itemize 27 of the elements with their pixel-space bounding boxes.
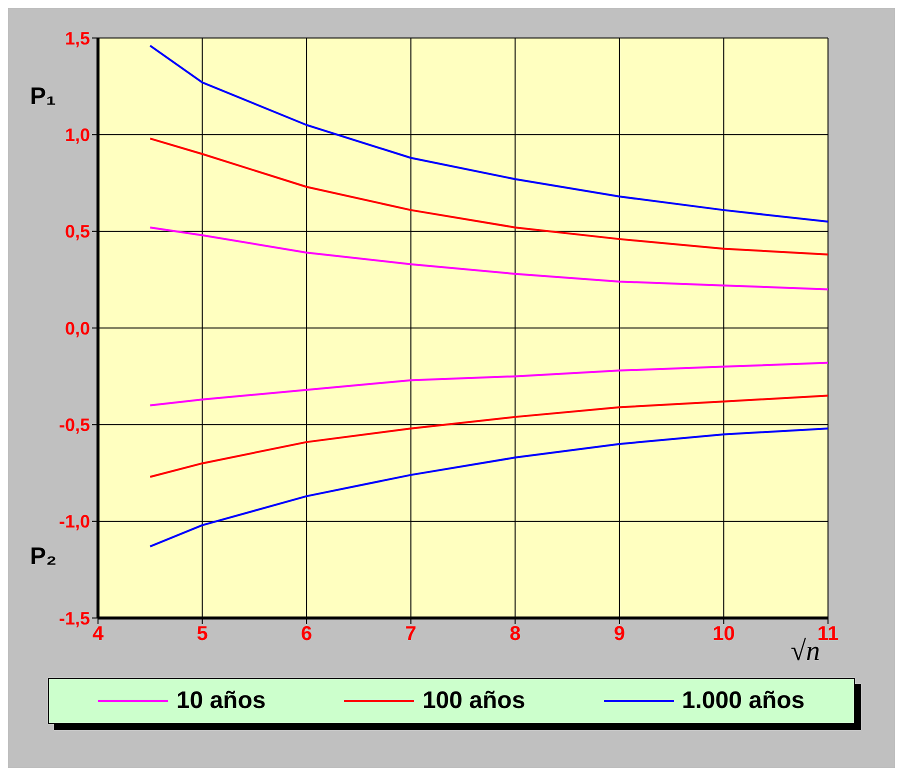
line-series xyxy=(149,138,828,256)
line-series xyxy=(149,394,828,478)
x-tick-label: 6 xyxy=(301,623,312,646)
x-axis-title: √n xyxy=(790,636,820,667)
y-tick-label: 1,5 xyxy=(64,28,90,48)
y-tick-label: -1,0 xyxy=(58,512,90,532)
axis-note: P₁ xyxy=(30,83,56,111)
legend-label: 10 años xyxy=(176,687,266,714)
x-tick-label: 5 xyxy=(196,623,208,646)
x-tick-label: 8 xyxy=(510,623,521,646)
x-tick-label: 4 xyxy=(92,623,104,646)
y-tick-label: 1,0 xyxy=(64,125,90,146)
legend-label: 100 años xyxy=(422,687,526,714)
y-tick-label: -1,5 xyxy=(58,608,90,628)
legend-label: 1.000 años xyxy=(682,687,805,714)
x-tick-label: 11 xyxy=(817,623,839,646)
x-tick-label: 7 xyxy=(405,623,416,646)
y-tick-label: -0,5 xyxy=(58,415,90,436)
y-tick-label: 0,0 xyxy=(64,318,90,338)
axis-note: P₂ xyxy=(30,543,57,571)
x-tick-label: 10 xyxy=(712,623,735,646)
line-series xyxy=(149,44,828,223)
x-tick-label: 9 xyxy=(614,623,625,646)
line-series xyxy=(149,362,828,406)
y-tick-label: 0,5 xyxy=(64,222,90,242)
line-series xyxy=(149,428,828,548)
line-series xyxy=(149,226,828,290)
